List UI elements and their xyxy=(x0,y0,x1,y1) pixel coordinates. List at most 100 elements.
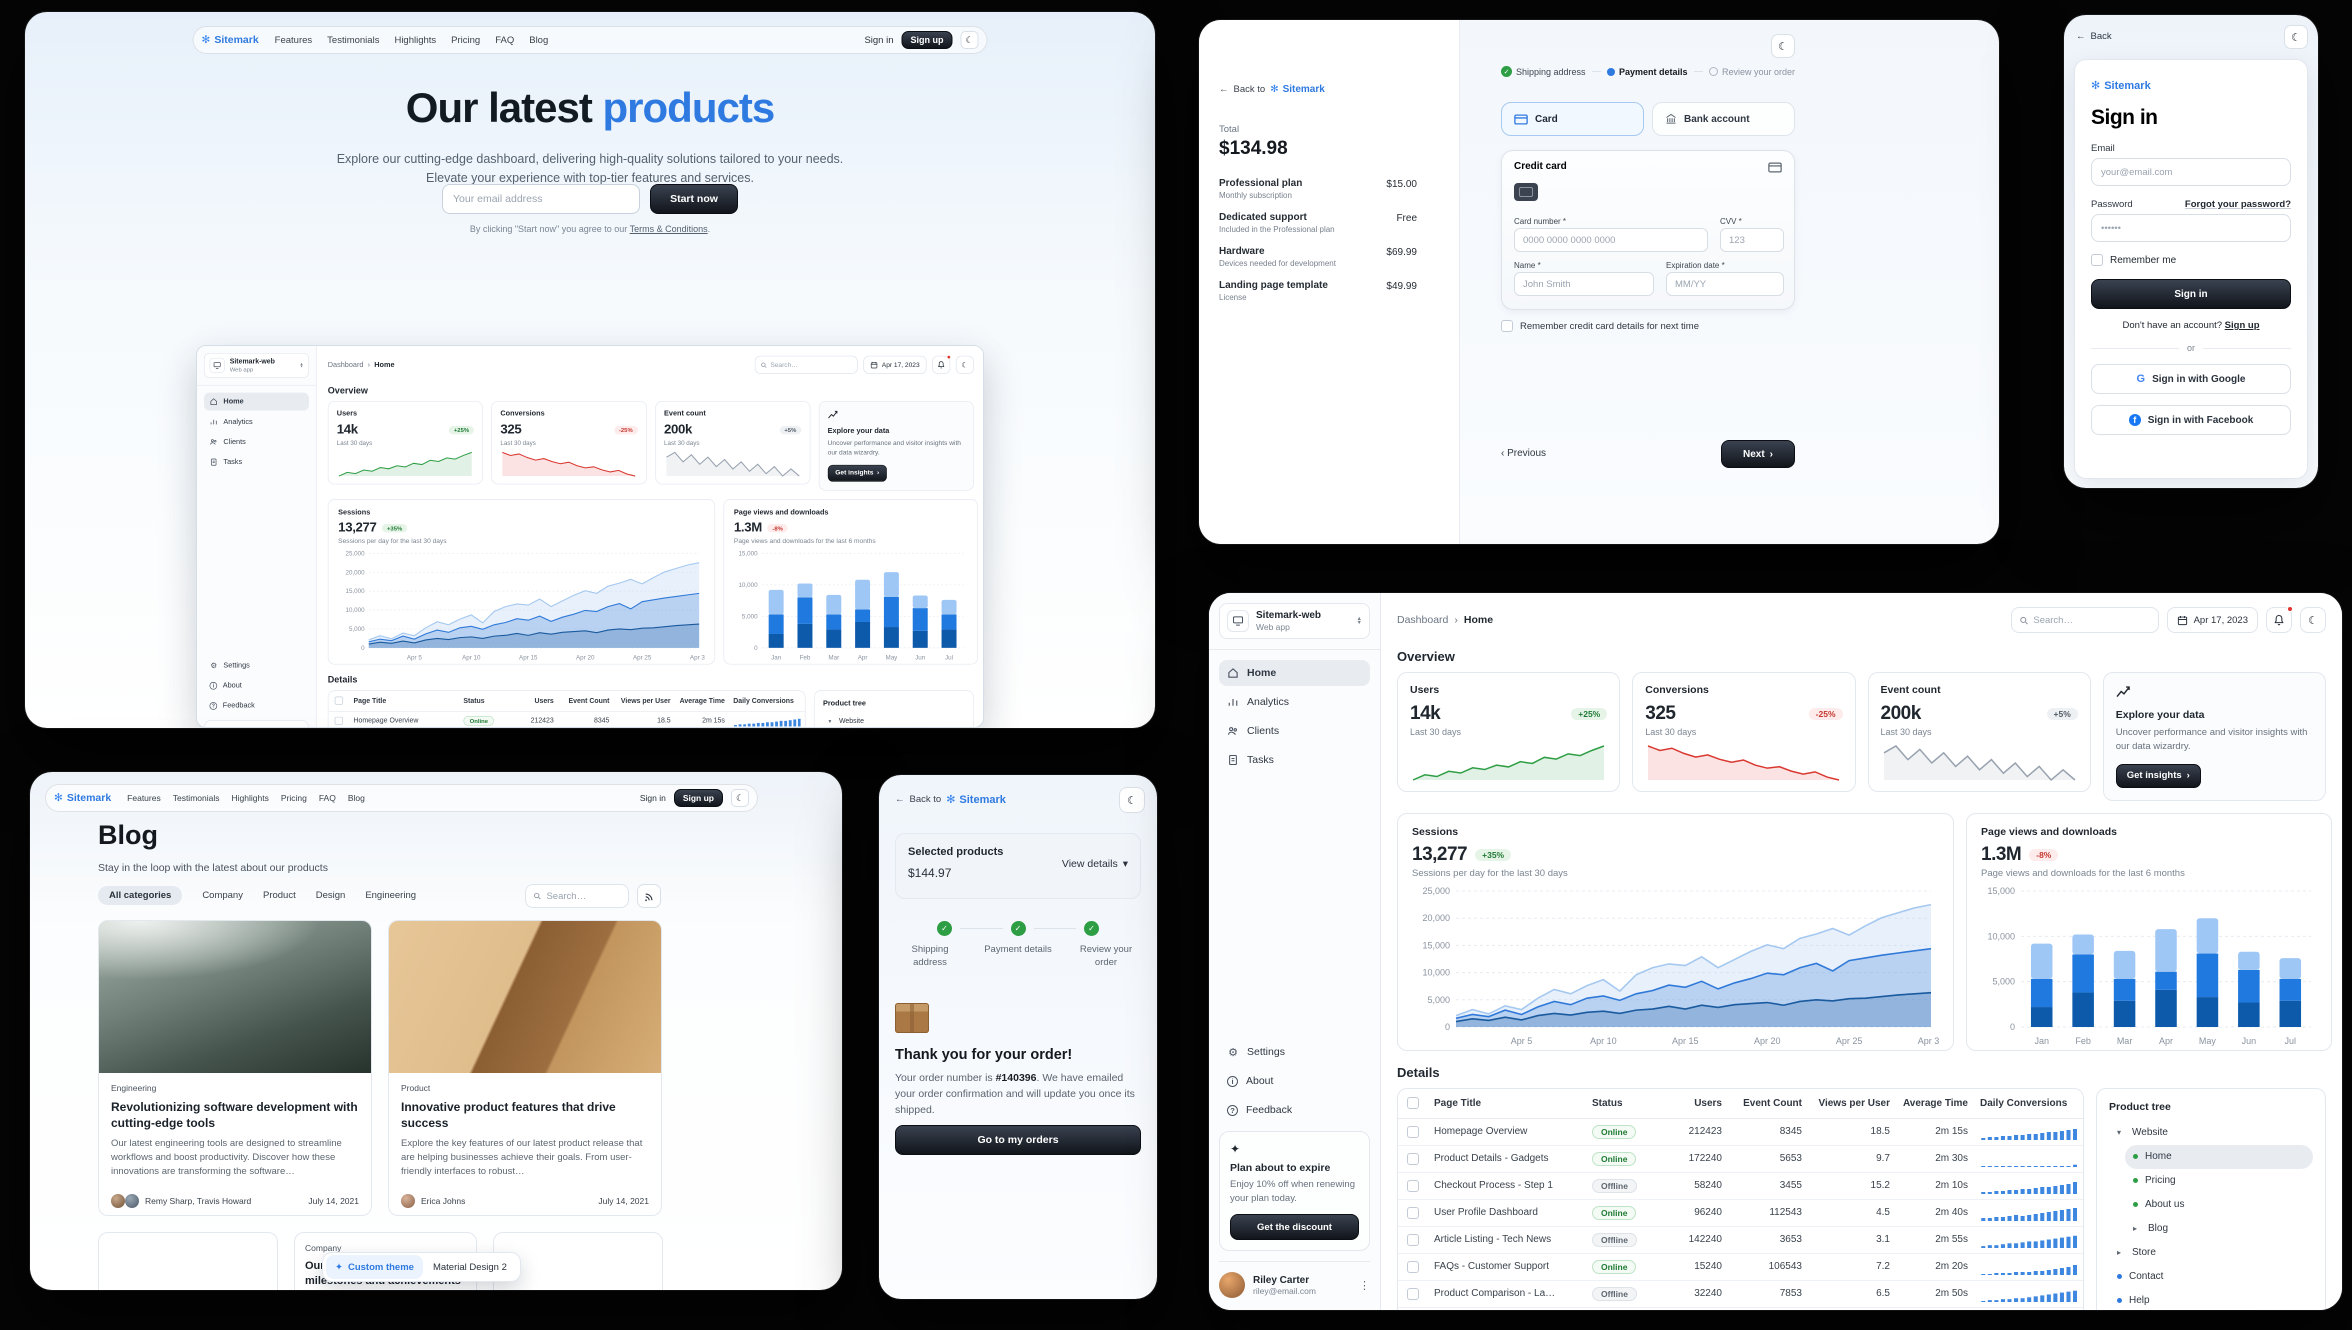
sign-in-link[interactable]: Sign in xyxy=(639,793,666,803)
nav-link-highlights[interactable]: Highlights xyxy=(231,793,269,803)
stat-card-users[interactable]: Users 14k +25% Last 30 days xyxy=(327,400,484,485)
breadcrumb-root[interactable]: Dashboard xyxy=(1397,614,1449,626)
nav-link-features[interactable]: Features xyxy=(127,793,161,803)
forgot-password-link[interactable]: Forgot your password? xyxy=(2184,199,2291,210)
back-link[interactable]: ← Back to ✻ Sitemark xyxy=(895,793,1006,807)
search-field[interactable] xyxy=(2010,607,2159,633)
search-field[interactable] xyxy=(525,884,629,908)
terms-link[interactable]: Terms & Conditions xyxy=(629,224,708,234)
search-input[interactable] xyxy=(770,360,852,369)
nav-link-faq[interactable]: FAQ xyxy=(318,793,336,803)
table-row[interactable]: Article Listing - Tech News Offline 1422… xyxy=(1398,1227,2083,1254)
sidebar-item-clients[interactable]: Clients xyxy=(1219,718,1370,744)
chip-company[interactable]: Company xyxy=(202,890,243,901)
facebook-sign-in-button[interactable]: f Sign in with Facebook xyxy=(2091,405,2291,435)
table-row[interactable]: FAQs - Customer Support Online 15240 106… xyxy=(1398,1254,2083,1281)
chip-product[interactable]: Product xyxy=(262,890,296,901)
sitemark-logo[interactable]: ✻ Sitemark xyxy=(54,792,112,804)
dark-mode-toggle[interactable]: ☾ xyxy=(955,355,974,374)
tree-item-blog[interactable]: ▸ Blog xyxy=(2133,1223,2169,1235)
rss-button[interactable] xyxy=(637,884,661,908)
notifications-button[interactable] xyxy=(932,355,951,374)
row-checkbox[interactable] xyxy=(1407,1179,1419,1192)
sign-up-button[interactable]: Sign up xyxy=(673,789,723,807)
sitemark-logo[interactable]: ✻ Sitemark xyxy=(201,34,259,46)
table-row[interactable]: Shopping Cart - Electronics Online 48240… xyxy=(1398,1308,2083,1310)
dark-mode-toggle[interactable]: ☾ xyxy=(1119,787,1145,813)
get-insights-button[interactable]: Get insights › xyxy=(2115,763,2201,788)
checkbox[interactable] xyxy=(1501,320,1513,332)
sidebar-item-tasks[interactable]: Tasks xyxy=(204,453,309,471)
cardholder-name-input[interactable] xyxy=(1514,272,1654,296)
tree-item-store[interactable]: ▸ Store xyxy=(2117,1247,2156,1259)
sidebar-item-feedback[interactable]: ? Feedback xyxy=(1219,1097,1370,1123)
nav-link-features[interactable]: Features xyxy=(274,34,313,46)
workspace-select[interactable]: Sitemark-web Web app ▲ ▼ xyxy=(203,352,309,378)
dark-mode-toggle[interactable]: ☾ xyxy=(2300,607,2326,633)
checkbox[interactable] xyxy=(2091,254,2103,266)
dark-mode-toggle[interactable]: ☾ xyxy=(960,31,979,49)
nav-link-blog[interactable]: Blog xyxy=(347,793,365,803)
sidebar-item-clients[interactable]: Clients xyxy=(204,433,309,451)
sign-up-button[interactable]: Sign up xyxy=(901,31,953,49)
sidebar-item-analytics[interactable]: Analytics xyxy=(1219,689,1370,715)
sign-in-link[interactable]: Sign in xyxy=(864,34,894,46)
expiration-date-input[interactable] xyxy=(1666,272,1784,296)
dark-mode-toggle[interactable]: ☾ xyxy=(1771,34,1795,58)
password-field[interactable] xyxy=(2091,214,2291,242)
stat-card-conversions[interactable]: Conversions 325 -25% Last 30 days xyxy=(491,400,647,485)
row-checkbox[interactable] xyxy=(1407,1287,1419,1300)
table-row[interactable]: Homepage Overview Online 212423 8345 18.… xyxy=(1398,1119,2083,1146)
search-field[interactable] xyxy=(754,355,858,374)
custom-theme-toggle[interactable]: ✦ Custom theme xyxy=(326,1255,423,1279)
chip-design[interactable]: Design xyxy=(315,890,346,901)
tree-item-website[interactable]: ▾ Website xyxy=(2117,1127,2168,1139)
blog-post-card[interactable]: Engineering Revolutionizing software dev… xyxy=(98,920,372,1216)
stat-card-conversions[interactable]: Conversions 325 -25% Last 30 days xyxy=(1632,672,1856,792)
search-input[interactable] xyxy=(2033,614,2151,626)
remember-card-checkbox-row[interactable]: Remember credit card details for next ti… xyxy=(1501,320,1699,332)
back-link[interactable]: ← Back xyxy=(2076,31,2112,42)
start-now-button[interactable]: Start now xyxy=(650,184,738,214)
view-details-link[interactable]: View details ▾ xyxy=(1061,858,1128,870)
kebab-menu-icon[interactable]: ⋮ xyxy=(1359,1279,1370,1292)
sidebar-item-home[interactable]: Home xyxy=(203,392,309,411)
get-insights-button[interactable]: Get insights › xyxy=(827,464,887,482)
tree-item-home[interactable]: Home xyxy=(2125,1144,2313,1169)
table-row[interactable]: Product Details - Gadgets Online 172240 … xyxy=(1398,1146,2083,1173)
row-checkbox[interactable] xyxy=(1407,1233,1419,1246)
notifications-button[interactable] xyxy=(2266,606,2293,633)
workspace-select[interactable]: Sitemark-web Web app ▲ ▼ xyxy=(1219,603,1370,639)
sign-up-link[interactable]: Sign up xyxy=(2224,320,2260,331)
sidebar-item-tasks[interactable]: Tasks xyxy=(1219,747,1370,773)
nav-link-faq[interactable]: FAQ xyxy=(495,34,515,46)
chip-all-categories[interactable]: All categories xyxy=(98,886,183,905)
sidebar-item-feedback[interactable]: ? Feedback xyxy=(204,697,309,715)
sidebar-item-home[interactable]: Home xyxy=(1219,660,1370,686)
sidebar-item-about[interactable]: i About xyxy=(204,677,309,695)
go-to-my-orders-button[interactable]: Go to my orders xyxy=(895,1125,1141,1155)
sidebar-item-analytics[interactable]: Analytics xyxy=(204,413,309,431)
select-all-checkbox[interactable] xyxy=(334,696,344,705)
search-input[interactable] xyxy=(546,890,621,902)
stat-card-event-count[interactable]: Event count 200k +5% Last 30 days xyxy=(654,400,811,485)
blog-post-card[interactable] xyxy=(98,1232,278,1290)
breadcrumb-root[interactable]: Dashboard xyxy=(327,360,364,369)
bank-account-tab[interactable]: Bank account xyxy=(1652,102,1795,136)
chip-engineering[interactable]: Engineering xyxy=(365,890,417,901)
card-number-input[interactable] xyxy=(1514,228,1708,252)
dark-mode-toggle[interactable]: ☾ xyxy=(731,789,749,807)
row-checkbox[interactable] xyxy=(1407,1206,1419,1219)
get-discount-button[interactable]: Get the discount xyxy=(1230,1214,1359,1240)
remember-me-row[interactable]: Remember me xyxy=(2091,254,2291,266)
date-picker-button[interactable]: Apr 17, 2023 xyxy=(863,355,927,374)
sidebar-item-settings[interactable]: ⚙ Settings xyxy=(210,661,250,671)
row-checkbox[interactable] xyxy=(1407,1152,1419,1165)
blog-post-card[interactable]: Product Innovative product features that… xyxy=(388,920,662,1216)
table-row[interactable]: Checkout Process - Step 1 Offline 58240 … xyxy=(1398,1173,2083,1200)
card-tab[interactable]: Card xyxy=(1501,102,1644,136)
stat-card-users[interactable]: Users 14k +25% Last 30 days xyxy=(1397,672,1621,792)
back-link[interactable]: ← Back to ✻ Sitemark xyxy=(1219,84,1325,95)
next-button[interactable]: Next › xyxy=(1721,440,1795,468)
row-checkbox[interactable] xyxy=(334,716,344,725)
